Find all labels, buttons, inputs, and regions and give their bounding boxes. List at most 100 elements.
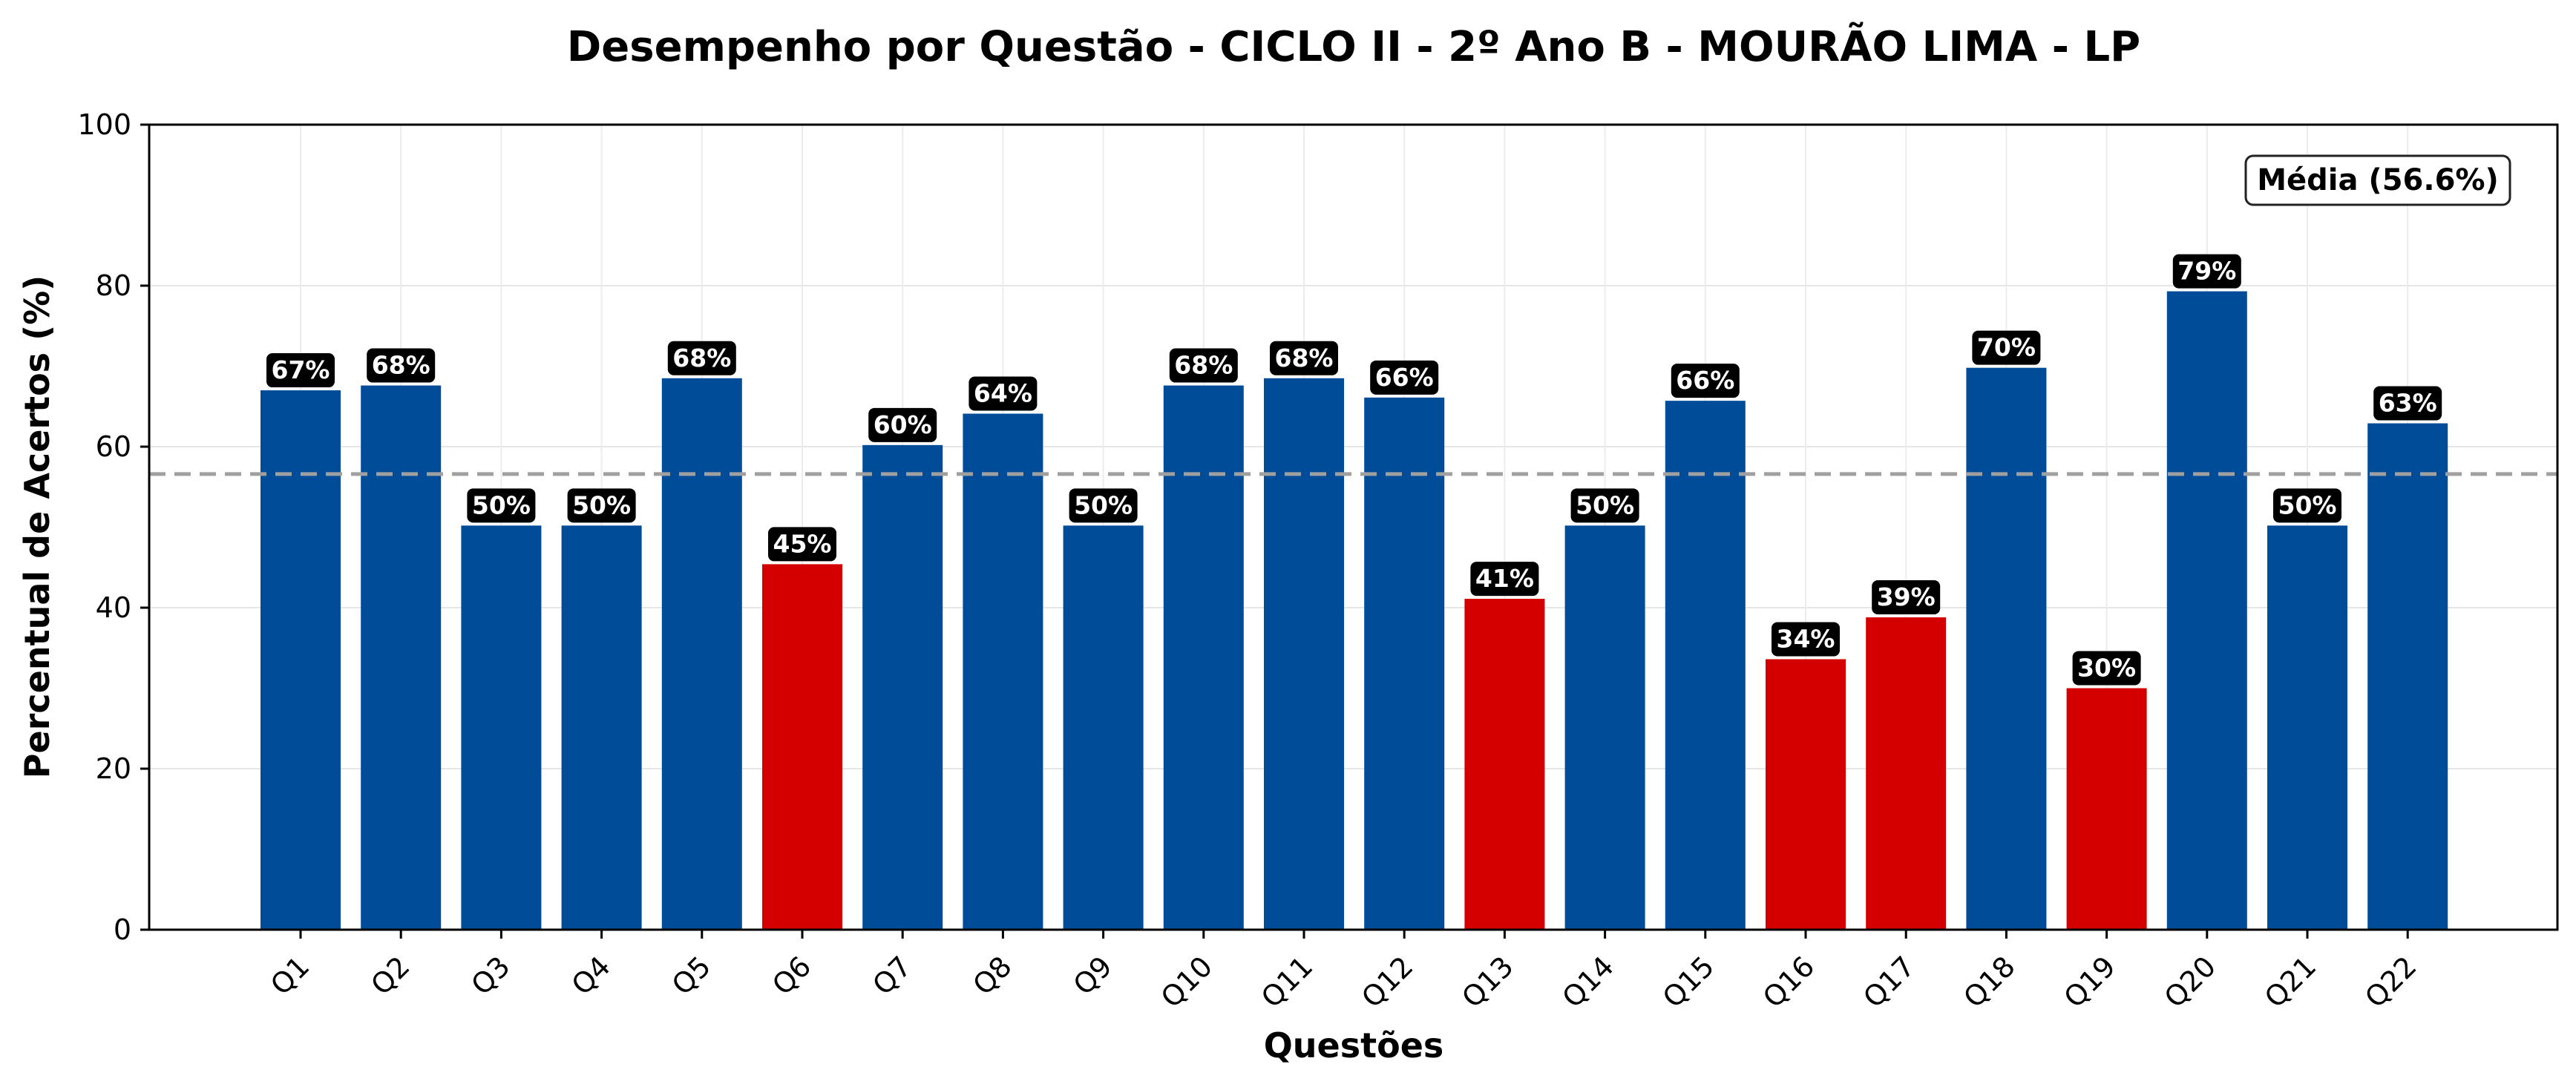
bar-label-box (1370, 360, 1439, 395)
bar-label-box (266, 353, 335, 388)
bar-data-label: 64% (974, 379, 1032, 408)
bar-label-box (1772, 622, 1840, 657)
bar-q5 (661, 378, 742, 930)
x-tick-label: Q17 (1857, 950, 1921, 1014)
bar-data-label: 66% (1375, 363, 1434, 392)
bar-q7 (862, 444, 943, 930)
chart-title: Desempenho por Questão - CICLO II - 2º A… (567, 22, 2140, 71)
x-tick-label: Q22 (2359, 950, 2422, 1014)
bar-label-box (2273, 488, 2341, 523)
bar-data-label: 34% (1777, 624, 1835, 653)
x-tick-label: Q8 (966, 950, 1017, 1001)
bar-label-box (567, 488, 636, 523)
x-tick-label: Q12 (1355, 950, 1419, 1014)
bar-data-label: 60% (874, 410, 932, 439)
bar-label-box (1972, 330, 2041, 365)
bar-data-label: 39% (1877, 582, 1936, 611)
bar-q8 (963, 413, 1043, 930)
x-tick-label: Q3 (465, 950, 516, 1001)
x-tick-label: Q20 (2158, 950, 2222, 1014)
bar-data-label: 70% (1977, 333, 2036, 362)
bar-q1 (260, 390, 341, 930)
bar-q4 (561, 525, 642, 930)
bar-q14 (1564, 525, 1645, 930)
bar-q22 (2367, 423, 2448, 930)
bar-data-label: 68% (672, 344, 731, 372)
bar-label-box (1671, 364, 1740, 398)
bar-label-box (1069, 488, 1138, 523)
x-tick-label: Q11 (1255, 950, 1319, 1014)
bar-q6 (762, 564, 842, 930)
bar-label-box (1270, 341, 1338, 375)
legend: Média (56.6%) (2244, 154, 2511, 206)
bar-data-label: 63% (2379, 389, 2437, 418)
bar-q21 (2267, 525, 2347, 930)
y-tick-label: 0 (114, 913, 131, 946)
x-tick-label: Q2 (364, 950, 416, 1001)
bar-data-label: 68% (1275, 344, 1334, 372)
bar-q10 (1163, 385, 1244, 930)
bar-data-label: 30% (2077, 654, 2136, 683)
bar-label-box (1470, 562, 1539, 597)
bar-label-box (1570, 488, 1639, 523)
x-axis-label: Questões (1264, 1025, 1444, 1065)
bar-label-box (1872, 580, 1941, 615)
bar-data-label: 45% (773, 529, 832, 558)
bar-label-box (969, 376, 1038, 411)
bar-label-box (2072, 651, 2141, 686)
x-tick-label: Q6 (766, 950, 817, 1001)
bar-data-label: 50% (2278, 490, 2337, 519)
bar-data-label: 50% (1576, 490, 1634, 519)
bar-data-label: 50% (1074, 490, 1133, 519)
bar-data-label: 68% (1174, 351, 1233, 380)
bar-label-box (868, 407, 937, 442)
bar-label-box (2172, 254, 2241, 289)
x-tick-label: Q5 (666, 950, 717, 1001)
x-tick-label: Q19 (2058, 950, 2122, 1014)
bar-data-label: 79% (2177, 257, 2236, 286)
bar-label-box (1169, 348, 1238, 383)
legend-box (2244, 154, 2511, 206)
y-tick-label: 40 (96, 591, 131, 624)
x-tick-label: Q1 (264, 950, 315, 1001)
x-tick-label: Q21 (2258, 950, 2322, 1014)
bar-q19 (2066, 688, 2147, 930)
bar-q18 (1966, 367, 2047, 930)
bar-q20 (2166, 291, 2247, 930)
bar-q11 (1264, 378, 1344, 930)
plot-frame (148, 123, 2559, 931)
x-tick-label: Q18 (1957, 950, 2021, 1014)
bar-q2 (361, 385, 442, 930)
x-tick-label: Q14 (1556, 950, 1620, 1014)
x-tick-label: Q10 (1155, 950, 1219, 1014)
legend-mean-label: Média (56.6%) (2257, 163, 2499, 197)
bar-data-label: 66% (1676, 366, 1734, 395)
y-axis-ticks: 0 20 40 60 80 100 (77, 108, 149, 946)
bar-q12 (1364, 397, 1445, 930)
x-axis-ticks: Q1 Q2 Q3 Q4 Q5 Q6 Q7 Q8 Q9 Q10 Q11 Q12 Q13 Q14 Q15 Q16 Q… (264, 930, 2423, 1014)
bar-label-box (367, 348, 436, 383)
x-tick-label: Q13 (1455, 950, 1519, 1014)
bar-labels: 67% 68% 50% 50% 68% 45% 60% 64% 50% 68% 68% 66% 41% 5… (266, 254, 2442, 686)
y-tick-label: 60 (96, 430, 131, 463)
bar-q3 (461, 525, 542, 930)
y-tick-label: 100 (77, 108, 131, 141)
x-tick-label: Q16 (1757, 950, 1820, 1014)
bars (260, 291, 2448, 930)
bar-q15 (1665, 401, 1746, 930)
bar-label-box (2373, 386, 2442, 421)
x-tick-label: Q9 (1067, 950, 1118, 1001)
x-tick-label: Q4 (566, 950, 617, 1001)
bar-data-label: 41% (1475, 564, 1534, 593)
y-tick-label: 80 (96, 269, 131, 302)
bar-data-label: 50% (572, 490, 631, 519)
x-tick-label: Q15 (1656, 950, 1720, 1014)
bar-label-box (768, 527, 836, 562)
bar-data-label: 67% (272, 355, 330, 384)
bar-data-label: 68% (372, 351, 430, 380)
bar-q9 (1063, 525, 1144, 930)
bar-q16 (1766, 659, 1846, 930)
bar-label-box (467, 488, 536, 523)
bar-q13 (1464, 599, 1545, 930)
